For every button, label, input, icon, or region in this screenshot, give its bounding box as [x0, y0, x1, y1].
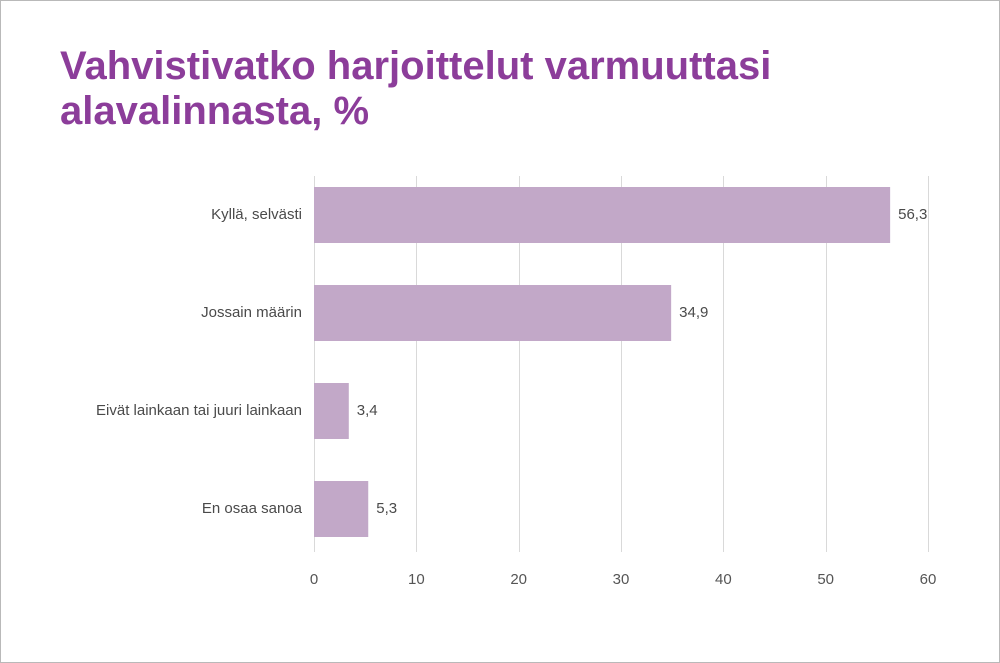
x-tick-label: 20 [510, 571, 527, 588]
x-tick-label: 40 [715, 571, 732, 588]
x-tick-label: 30 [613, 571, 630, 588]
bar [314, 187, 891, 243]
x-tick-label: 50 [817, 571, 834, 588]
bar [314, 383, 349, 439]
data-label: 5,3 [376, 500, 397, 517]
bars [314, 187, 891, 537]
x-tick-label: 10 [408, 571, 425, 588]
category-label: Eivät lainkaan tai juuri lainkaan [96, 402, 302, 419]
category-label: En osaa sanoa [202, 500, 303, 517]
bar [314, 285, 672, 341]
data-label: 56,3 [898, 206, 927, 223]
x-tick-label: 0 [310, 571, 318, 588]
chart-title: Vahvistivatko harjoittelut varmuuttasi a… [60, 44, 772, 133]
bar [314, 481, 369, 537]
category-label: Kyllä, selvästi [211, 206, 302, 223]
data-label: 34,9 [679, 304, 708, 321]
data-label: 3,4 [357, 402, 378, 419]
labels: 0 10 20 30 40 50 60 Kyllä, selvästi 56,3 Jossain … [96, 206, 936, 588]
category-label: Jossain määrin [201, 304, 302, 321]
x-tick-label: 60 [920, 571, 937, 588]
